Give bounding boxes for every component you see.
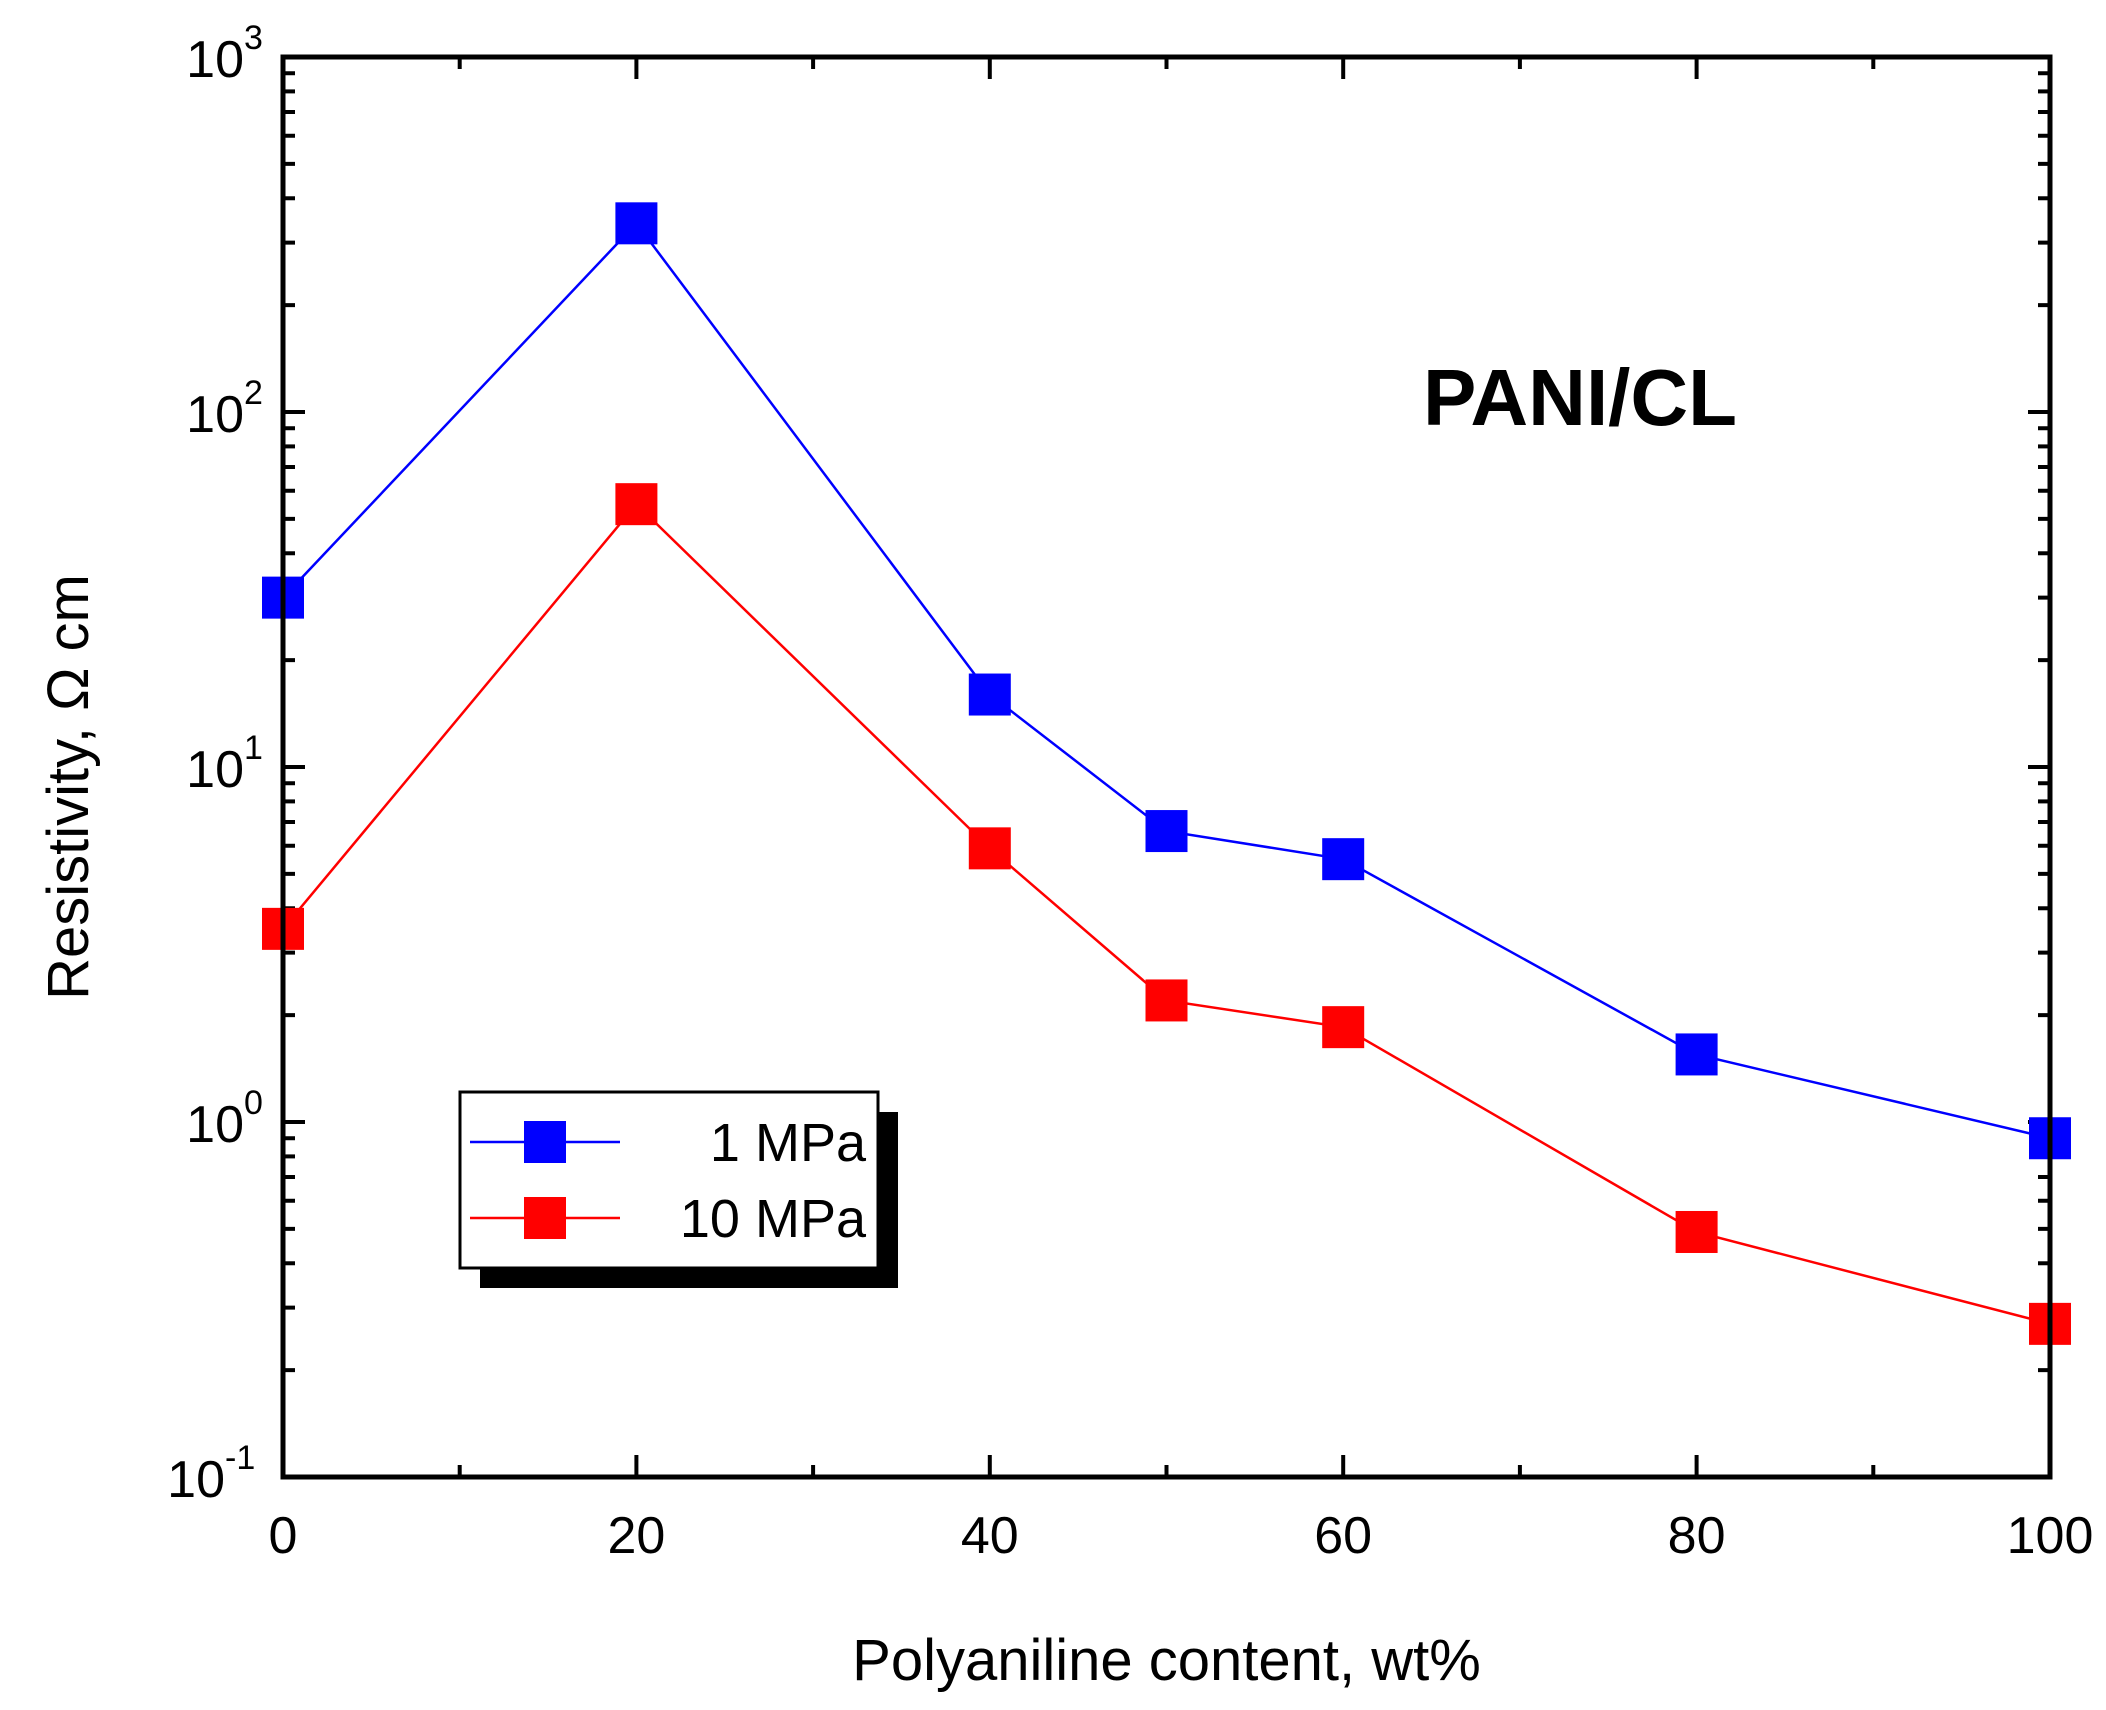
- x-tick-label: 40: [961, 1507, 1019, 1565]
- legend-label: 1 MPa: [710, 1113, 867, 1173]
- data-point: [1145, 810, 1188, 853]
- y-axis-title: Resistivity, Ω cm: [36, 574, 101, 1000]
- x-tick-label: 100: [2007, 1507, 2094, 1565]
- legend-item: 1 MPa: [470, 1113, 867, 1173]
- legend-label: 10 MPa: [680, 1189, 867, 1249]
- x-axis-title: Polyaniline content, wt%: [852, 1628, 1481, 1693]
- data-point: [1322, 1006, 1365, 1049]
- y-tick-label: 10: [186, 741, 244, 799]
- y-tick-exponent: 3: [244, 19, 263, 57]
- y-tick-label: 10: [186, 31, 244, 89]
- y-tick-exponent: 2: [244, 374, 263, 412]
- legend-marker: [524, 1121, 566, 1163]
- data-point: [1322, 838, 1365, 881]
- legend: 1 MPa 10 MPa: [458, 1090, 898, 1288]
- y-tick-exponent: 1: [244, 729, 263, 767]
- data-point: [968, 673, 1011, 716]
- x-tick-label: 20: [607, 1507, 665, 1565]
- y-tick-exponent: -1: [225, 1439, 255, 1477]
- y-tick-label: 10: [186, 1096, 244, 1154]
- data-point: [1145, 979, 1188, 1022]
- data-point: [615, 483, 658, 526]
- data-point: [968, 827, 1011, 870]
- plot-frame: [280, 54, 2053, 1480]
- x-tick-label: 0: [269, 1507, 298, 1565]
- legend-marker: [524, 1197, 566, 1239]
- data-point: [615, 202, 658, 245]
- data-point: [1675, 1033, 1718, 1076]
- x-tick-labels: 0 20 40 60 80 100: [269, 1507, 2094, 1565]
- chart-annotation: PANI/CL: [1423, 353, 1737, 442]
- y-tick-label: 10: [167, 1451, 225, 1509]
- y-tick-label: 10: [186, 386, 244, 444]
- data-point: [1675, 1210, 1718, 1253]
- x-tick-label: 80: [1668, 1507, 1726, 1565]
- legend-item: 10 MPa: [470, 1189, 867, 1249]
- y-tick-exponent: 0: [244, 1084, 263, 1122]
- x-tick-label: 60: [1314, 1507, 1372, 1565]
